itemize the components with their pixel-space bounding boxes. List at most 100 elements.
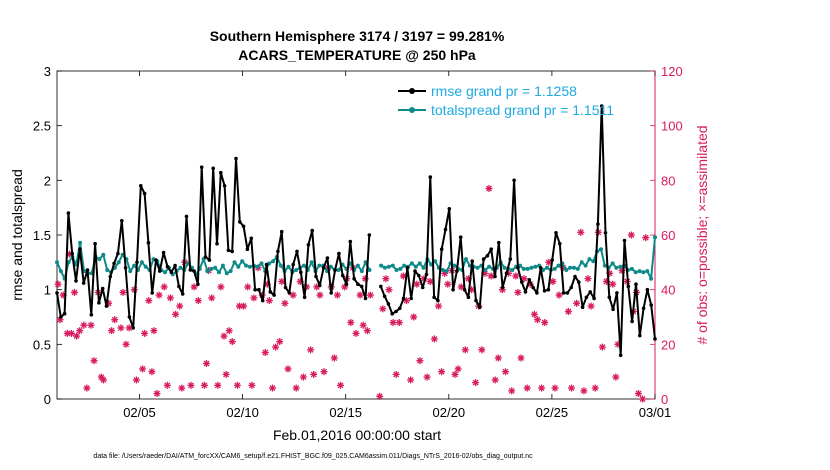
rmse-point	[100, 286, 105, 291]
obs-marker	[598, 343, 606, 351]
rmse-point	[146, 240, 151, 245]
rmse-point	[306, 243, 311, 247]
rmse-point	[264, 262, 269, 267]
obs-marker-stroke	[139, 365, 146, 372]
obs-marker-stroke	[293, 385, 300, 392]
obs-marker	[73, 332, 81, 340]
obs-marker	[83, 384, 91, 392]
obs-marker	[347, 319, 355, 326]
rmse-point	[394, 309, 398, 314]
y-axis-label-left: rmse and totalspread	[9, 169, 25, 301]
rmse-point	[154, 258, 158, 262]
obs-marker	[512, 272, 520, 280]
totalspread-point	[417, 261, 422, 266]
rmse-point	[611, 307, 615, 312]
y-right-tick-label: 0	[661, 392, 668, 407]
totalspread-point	[464, 257, 468, 262]
plot-area	[56, 70, 656, 400]
totalspread-point	[101, 252, 106, 257]
totalspread-point	[552, 266, 557, 271]
rmse-point	[302, 295, 307, 300]
totalspread-point	[301, 263, 306, 268]
rmse-point	[150, 291, 154, 295]
rmse-point	[603, 231, 608, 235]
rmse-point	[85, 268, 90, 272]
rmse-point	[192, 269, 196, 273]
obs-marker-stroke	[541, 319, 548, 326]
obs-marker-stroke	[178, 385, 185, 392]
obs-marker	[413, 280, 421, 288]
totalspread-point	[382, 265, 387, 270]
obs-marker-stroke	[126, 324, 133, 331]
rmse-point	[455, 269, 459, 273]
chart-title-line2: ACARS_TEMPERATURE @ 250 hPa	[238, 47, 476, 63]
obs-marker-stroke	[360, 322, 367, 329]
rmse-point	[420, 285, 425, 290]
obs-marker	[530, 310, 538, 318]
obs-marker	[389, 319, 397, 326]
rmse-point	[245, 247, 250, 251]
rmse-point	[89, 313, 94, 317]
obs-marker-stroke	[642, 234, 649, 241]
totalspread-point	[583, 263, 588, 268]
totalspread-point	[421, 265, 426, 270]
totalspread-point	[556, 263, 561, 268]
obs-marker-stroke	[55, 281, 61, 288]
obs-marker	[117, 324, 125, 332]
rmse-point	[177, 284, 181, 289]
obs-marker	[176, 302, 184, 310]
obs-marker-stroke	[73, 333, 80, 340]
totalspread-point	[278, 263, 283, 268]
y-right-tick-label: 40	[661, 283, 675, 298]
obs-marker-stroke	[435, 303, 442, 310]
totalspread-point	[105, 268, 110, 272]
totalspread-point	[363, 260, 368, 265]
rmse-point	[222, 184, 227, 188]
totalspread-point	[244, 263, 248, 268]
obs-marker-stroke	[214, 382, 221, 389]
obs-marker	[330, 354, 338, 362]
totalspread-point	[641, 270, 646, 275]
obs-marker	[587, 302, 595, 310]
rmse-point	[569, 285, 573, 290]
obs-marker-stroke	[88, 322, 94, 329]
obs-marker	[71, 288, 78, 296]
totalspread-point	[591, 259, 596, 264]
obs-marker	[430, 335, 438, 343]
x-tick-label: 02/05	[123, 405, 156, 420]
rmse-point	[116, 251, 120, 256]
rmse-point	[352, 276, 356, 281]
obs-marker	[333, 291, 341, 299]
obs-marker-stroke	[556, 292, 563, 299]
obs-marker-stroke	[164, 382, 171, 389]
obs-marker	[190, 283, 198, 291]
obs-marker	[178, 384, 186, 392]
rmse-point	[108, 274, 113, 279]
obs-marker-stroke	[272, 344, 279, 351]
rmse-point	[321, 266, 326, 270]
obs-marker-stroke	[278, 278, 285, 285]
obs-marker-stroke	[83, 385, 90, 392]
obs-marker	[609, 280, 617, 288]
obs-marker-stroke	[307, 346, 314, 353]
rmse-point	[470, 259, 475, 264]
totalspread-point	[521, 266, 526, 271]
rmse-point	[638, 333, 642, 338]
rmse-point	[599, 104, 604, 108]
obs-marker-stroke	[502, 368, 509, 375]
totalspread-point	[398, 266, 403, 271]
rmse-point	[558, 241, 562, 246]
rmse-point	[283, 285, 288, 290]
totalspread-point	[568, 265, 573, 270]
rmse-point	[257, 287, 261, 292]
rmse-point	[462, 287, 467, 292]
rmse-point	[337, 251, 341, 256]
rmse-point	[584, 295, 589, 300]
obs-marker	[76, 327, 84, 335]
rmse-point	[184, 214, 189, 219]
rmse-point	[268, 290, 273, 294]
rmse-point	[55, 291, 59, 295]
rmse-point	[215, 241, 219, 246]
rmse-point	[432, 295, 436, 300]
obs-marker	[564, 308, 572, 315]
